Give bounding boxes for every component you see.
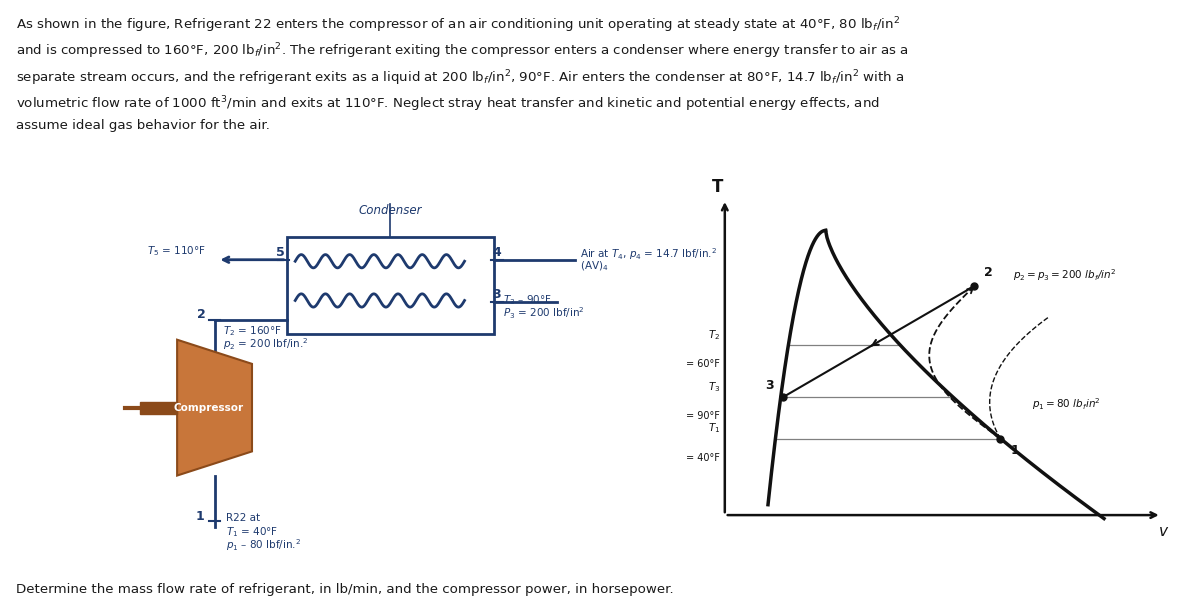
Text: $T_1$: $T_1$ xyxy=(708,421,720,435)
Text: 3: 3 xyxy=(764,379,774,392)
Text: $\mathit{T}_2$ = 160°F: $\mathit{T}_2$ = 160°F xyxy=(223,325,282,339)
Text: 5: 5 xyxy=(276,245,286,259)
Text: 2: 2 xyxy=(197,308,205,320)
Text: $\mathit{T}_5$ = 110°F: $\mathit{T}_5$ = 110°F xyxy=(148,244,206,258)
Text: $\mathit{p}_2$ = 200 lbf/in.$^2$: $\mathit{p}_2$ = 200 lbf/in.$^2$ xyxy=(223,337,308,353)
Text: Air at $\mathit{T}_4$, $\mathit{p}_4$ = 14.7 lbf/in.$^2$: Air at $\mathit{T}_4$, $\mathit{p}_4$ = … xyxy=(581,246,718,262)
Text: = 90°F: = 90°F xyxy=(686,411,720,421)
Text: 3: 3 xyxy=(492,288,502,301)
Text: $v$: $v$ xyxy=(1158,524,1170,539)
Text: 2: 2 xyxy=(984,266,992,279)
Text: Condenser: Condenser xyxy=(359,204,422,217)
Text: T: T xyxy=(712,178,724,195)
Text: (AV)$_4$: (AV)$_4$ xyxy=(581,259,608,273)
Bar xyxy=(287,237,494,334)
Text: $\mathit{T}_3$ – 90°F: $\mathit{T}_3$ – 90°F xyxy=(503,293,551,307)
Text: $\mathit{P}_3$ = 200 lbf/in$^2$: $\mathit{P}_3$ = 200 lbf/in$^2$ xyxy=(503,305,584,320)
Text: Determine the mass flow rate of refrigerant, in lb/min, and the compressor power: Determine the mass flow rate of refriger… xyxy=(16,583,673,596)
Text: As shown in the figure, Refrigerant 22 enters the compressor of an air condition: As shown in the figure, Refrigerant 22 e… xyxy=(16,15,908,133)
Text: = 60°F: = 60°F xyxy=(686,359,720,369)
Text: Compressor: Compressor xyxy=(174,403,244,413)
Text: $T_3$: $T_3$ xyxy=(708,380,720,393)
Polygon shape xyxy=(178,340,252,476)
Text: $T_2$: $T_2$ xyxy=(708,328,720,342)
Bar xyxy=(139,401,178,414)
Text: $p_2 = p_3 = 200$ lb$_f$/in$^2$: $p_2 = p_3 = 200$ lb$_f$/in$^2$ xyxy=(1013,268,1116,283)
Text: $\mathit{p}_1$ – 80 lbf/in.$^2$: $\mathit{p}_1$ – 80 lbf/in.$^2$ xyxy=(226,537,301,553)
Text: = 40°F: = 40°F xyxy=(686,452,720,463)
Text: $\mathit{T}_1$ = 40°F: $\mathit{T}_1$ = 40°F xyxy=(226,526,278,539)
Text: 1: 1 xyxy=(196,510,204,523)
Text: 1: 1 xyxy=(1010,444,1019,457)
Text: R22 at: R22 at xyxy=(226,513,260,523)
Text: $p_1 = 80$ lb$_f$in$^2$: $p_1 = 80$ lb$_f$in$^2$ xyxy=(1032,396,1100,412)
Text: 4: 4 xyxy=(492,245,502,259)
